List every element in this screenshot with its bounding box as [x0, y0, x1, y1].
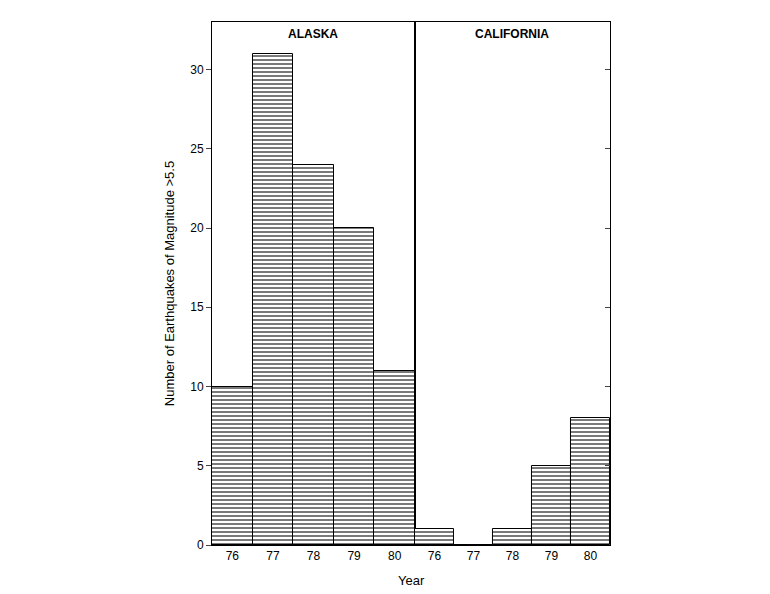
- svg-text:ALASKA: ALASKA: [288, 27, 338, 41]
- svg-text:20: 20: [190, 221, 204, 235]
- svg-text:80: 80: [584, 549, 598, 563]
- svg-text:77: 77: [467, 549, 481, 563]
- svg-text:78: 78: [506, 549, 520, 563]
- svg-text:Year: Year: [398, 573, 425, 588]
- svg-text:25: 25: [190, 142, 204, 156]
- svg-text:77: 77: [266, 549, 280, 563]
- svg-text:76: 76: [226, 549, 240, 563]
- svg-text:79: 79: [347, 549, 361, 563]
- svg-text:Number of Earthquakes of Magni: Number of Earthquakes of Magnitude >5.5: [162, 161, 177, 406]
- svg-text:CALIFORNIA: CALIFORNIA: [475, 27, 549, 41]
- svg-text:30: 30: [190, 63, 204, 77]
- svg-text:5: 5: [197, 459, 204, 473]
- svg-text:78: 78: [307, 549, 321, 563]
- svg-text:80: 80: [388, 549, 402, 563]
- svg-text:15: 15: [190, 300, 204, 314]
- svg-text:79: 79: [545, 549, 559, 563]
- svg-text:10: 10: [190, 380, 204, 394]
- svg-text:76: 76: [428, 549, 442, 563]
- svg-text:0: 0: [197, 538, 204, 552]
